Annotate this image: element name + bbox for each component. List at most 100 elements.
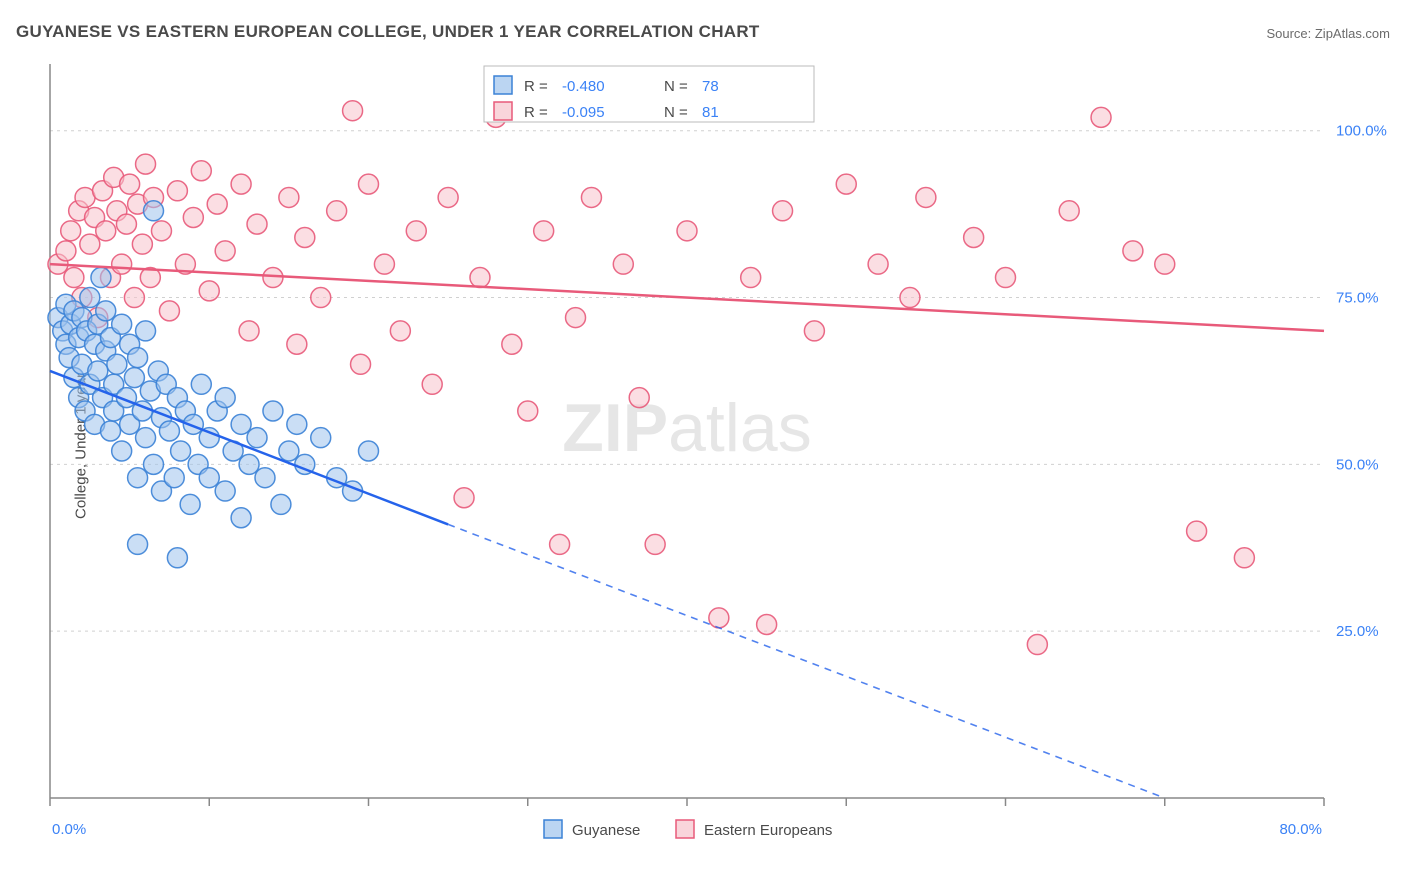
source-name: ZipAtlas.com	[1315, 26, 1390, 41]
chart-title: GUYANESE VS EASTERN EUROPEAN COLLEGE, UN…	[16, 22, 760, 42]
scatter-point	[311, 428, 331, 448]
legend-swatch	[494, 102, 512, 120]
scatter-point	[88, 361, 108, 381]
scatter-point	[804, 321, 824, 341]
scatter-point	[327, 201, 347, 221]
scatter-point	[191, 161, 211, 181]
scatter-point	[61, 221, 81, 241]
scatter-point	[374, 254, 394, 274]
scatter-point	[215, 388, 235, 408]
scatter-point	[1059, 201, 1079, 221]
scatter-point	[454, 488, 474, 508]
bottom-legend-label: Guyanese	[572, 822, 640, 839]
scatter-point	[390, 321, 410, 341]
scatter-point	[80, 234, 100, 254]
legend-r-label: R =	[524, 78, 548, 95]
scatter-point	[231, 508, 251, 528]
legend-r-value: -0.095	[562, 104, 605, 121]
scatter-point	[180, 494, 200, 514]
scatter-point	[613, 254, 633, 274]
scatter-point	[112, 254, 132, 274]
scatter-point	[645, 534, 665, 554]
scatter-point	[124, 368, 144, 388]
scatter-point	[1234, 548, 1254, 568]
y-tick-label: 75.0%	[1336, 290, 1379, 307]
scatter-point	[64, 268, 84, 288]
legend-r-value: -0.480	[562, 78, 605, 95]
scatter-point	[255, 468, 275, 488]
scatter-point	[215, 241, 235, 261]
scatter-point	[263, 268, 283, 288]
scatter-point	[287, 414, 307, 434]
scatter-point	[773, 201, 793, 221]
bottom-legend-swatch	[676, 820, 694, 838]
scatter-point	[996, 268, 1016, 288]
source-credit: Source: ZipAtlas.com	[1266, 26, 1390, 41]
legend-n-label: N =	[664, 78, 688, 95]
bottom-legend: Guyanese Eastern Europeans	[544, 820, 832, 839]
scatter-point	[107, 354, 127, 374]
scatter-point	[1091, 107, 1111, 127]
scatter-point	[124, 288, 144, 308]
scatter-point	[279, 441, 299, 461]
scatter-point	[231, 174, 251, 194]
scatter-point	[311, 288, 331, 308]
scatter-point	[279, 187, 299, 207]
scatter-point	[406, 221, 426, 241]
scatter-point	[502, 334, 522, 354]
scatter-point	[566, 308, 586, 328]
scatter-point	[199, 468, 219, 488]
scatter-point	[171, 441, 191, 461]
scatter-point	[112, 314, 132, 334]
scatter-point	[159, 421, 179, 441]
scatter-point	[96, 221, 116, 241]
trend-line-solid	[50, 371, 448, 524]
scatter-point	[159, 301, 179, 321]
scatter-point	[91, 268, 111, 288]
scatter-point	[112, 441, 132, 461]
y-tick-label: 25.0%	[1336, 623, 1379, 640]
scatter-point	[629, 388, 649, 408]
scatter-point	[132, 234, 152, 254]
bottom-legend-swatch	[544, 820, 562, 838]
scatter-point	[900, 288, 920, 308]
scatter-point	[263, 401, 283, 421]
legend-swatch	[494, 76, 512, 94]
scatter-point	[868, 254, 888, 274]
watermark: ZIPatlas	[562, 390, 811, 466]
scatter-point	[359, 174, 379, 194]
scatter-point	[199, 281, 219, 301]
scatter-point	[207, 194, 227, 214]
x-tick-label: 80.0%	[1279, 821, 1322, 838]
scatter-point	[741, 268, 761, 288]
scatter-point	[1027, 635, 1047, 655]
scatter-point	[518, 401, 538, 421]
legend-n-value: 78	[702, 78, 719, 95]
scatter-point	[964, 227, 984, 247]
scatter-point	[351, 354, 371, 374]
scatter-point	[128, 348, 148, 368]
legend-n-value: 81	[702, 104, 719, 121]
plot-area: 25.0%50.0%75.0%100.0%0.0%80.0%ZIPatlasR …	[44, 58, 1390, 848]
scatter-point	[136, 428, 156, 448]
scatter-point	[1187, 521, 1207, 541]
scatter-point	[167, 181, 187, 201]
y-tick-label: 50.0%	[1336, 456, 1379, 473]
scatter-point	[128, 534, 148, 554]
scatter-point	[757, 615, 777, 635]
y-tick-label: 100.0%	[1336, 123, 1387, 140]
source-prefix: Source:	[1266, 26, 1314, 41]
scatter-point	[116, 214, 136, 234]
scatter-point	[271, 494, 291, 514]
scatter-point	[247, 428, 267, 448]
scatter-point	[1123, 241, 1143, 261]
scatter-point	[136, 154, 156, 174]
scatter-point	[295, 227, 315, 247]
scatter-chart-svg: 25.0%50.0%75.0%100.0%0.0%80.0%ZIPatlasR …	[44, 58, 1390, 848]
scatter-point	[343, 101, 363, 121]
scatter-point	[438, 187, 458, 207]
scatter-point	[836, 174, 856, 194]
scatter-point	[144, 454, 164, 474]
scatter-point	[359, 441, 379, 461]
bottom-legend-label: Eastern Europeans	[704, 822, 832, 839]
